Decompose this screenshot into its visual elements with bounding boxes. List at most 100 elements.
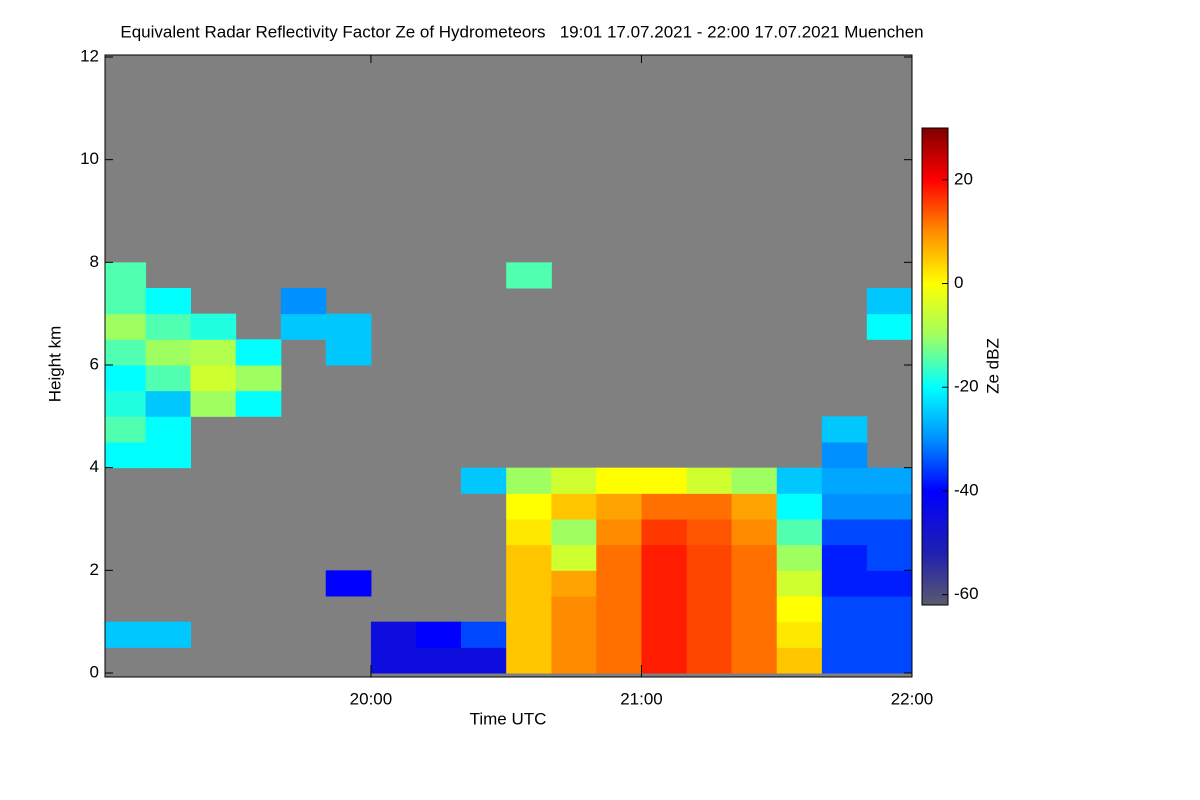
- colorbar-strip: [922, 143, 948, 145]
- colorbar-strip: [922, 559, 948, 561]
- heatmap-cell: [370, 647, 417, 674]
- colorbar-strip: [922, 255, 948, 257]
- colorbar-strip: [922, 198, 948, 200]
- colorbar-strip: [922, 204, 948, 206]
- colorbar-strip: [922, 520, 948, 522]
- heatmap-cell: [551, 544, 597, 571]
- colorbar-strip: [922, 468, 948, 470]
- colorbar-strip: [922, 410, 948, 412]
- colorbar-strip: [922, 270, 948, 272]
- colorbar-strip: [922, 248, 948, 250]
- colorbar-strip: [922, 169, 948, 171]
- colorbar-strip: [922, 298, 948, 300]
- heatmap-cell: [596, 519, 642, 546]
- colorbar-strip: [922, 194, 948, 196]
- heatmap-cell: [596, 621, 642, 648]
- colorbar-strip: [922, 289, 948, 291]
- colorbar-strip: [922, 332, 948, 334]
- heatmap-cell: [596, 467, 642, 494]
- colorbar-strip: [922, 258, 948, 260]
- heatmap-cell: [641, 647, 688, 674]
- colorbar-strip: [922, 460, 948, 462]
- colorbar-strip: [922, 236, 948, 238]
- colorbar-strip: [922, 296, 948, 298]
- colorbar-strip: [922, 596, 948, 598]
- colorbar-strip: [922, 565, 948, 567]
- colorbar-strip: [922, 580, 948, 582]
- colorbar-strip: [922, 505, 948, 507]
- colorbar-strip: [922, 453, 948, 455]
- colorbar-strip: [922, 141, 948, 143]
- colorbar-strip: [922, 189, 948, 191]
- colorbar-strip: [922, 448, 948, 450]
- y-tick-label: 4: [90, 457, 99, 476]
- colorbar-strip: [922, 245, 948, 247]
- colorbar-strip: [922, 392, 948, 394]
- heatmap-cell: [596, 544, 642, 571]
- heatmap-cell: [145, 288, 191, 315]
- colorbar-strip: [922, 543, 948, 545]
- colorbar-strip: [922, 535, 948, 537]
- colorbar-strip: [922, 359, 948, 361]
- colorbar-strip: [922, 268, 948, 270]
- colorbar-strip: [922, 192, 948, 194]
- heatmap-cell: [145, 365, 191, 392]
- heatmap-cell: [551, 570, 597, 597]
- heatmap-cell: [105, 621, 147, 648]
- colorbar-strip: [922, 344, 948, 346]
- colorbar-strip: [922, 498, 948, 500]
- colorbar-strip: [922, 177, 948, 179]
- colorbar-strip: [922, 246, 948, 248]
- colorbar-strip: [922, 250, 948, 252]
- colorbar-strip: [922, 306, 948, 308]
- colorbar-strip: [922, 450, 948, 452]
- colorbar-strip: [922, 155, 948, 157]
- heatmap-cell: [686, 596, 733, 623]
- colorbar-strip: [922, 312, 948, 314]
- colorbar-strip: [922, 398, 948, 400]
- colorbar-strip: [922, 190, 948, 192]
- colorbar-strip: [922, 598, 948, 600]
- colorbar-strip: [922, 140, 948, 142]
- heatmap-cell: [280, 288, 327, 315]
- colorbar-strip: [922, 429, 948, 431]
- colorbar-strip: [922, 587, 948, 589]
- colorbar-strip: [922, 307, 948, 309]
- colorbar-strip: [922, 130, 948, 132]
- colorbar-strip: [922, 239, 948, 241]
- heatmap-cell: [551, 647, 597, 674]
- x-tick-label: 21:00: [620, 689, 663, 708]
- colorbar-strip: [922, 201, 948, 203]
- colorbar-strip: [922, 168, 948, 170]
- heatmap-cell: [105, 339, 147, 366]
- colorbar-strip: [922, 369, 948, 371]
- colorbar-strip: [922, 346, 948, 348]
- heatmap-cell: [866, 596, 913, 623]
- colorbar-strip: [922, 401, 948, 403]
- colorbar-strip: [922, 586, 948, 588]
- colorbar-strip: [922, 339, 948, 341]
- heatmap-cell: [596, 596, 642, 623]
- colorbar-strip: [922, 217, 948, 219]
- colorbar-strip: [922, 302, 948, 304]
- colorbar-strip: [922, 557, 948, 559]
- heatmap-cell: [821, 570, 868, 597]
- colorbar-strip: [922, 530, 948, 532]
- colorbar-strip: [922, 128, 948, 130]
- heatmap-cell: [235, 365, 282, 392]
- heatmap-cell: [866, 647, 913, 674]
- colorbar-strip: [922, 347, 948, 349]
- colorbar-strip: [922, 317, 948, 319]
- colorbar-strip: [922, 225, 948, 227]
- colorbar-strip: [922, 496, 948, 498]
- colorbar-strip: [922, 300, 948, 302]
- colorbar-strip: [922, 409, 948, 411]
- colorbar-strip: [922, 223, 948, 225]
- colorbar-strip: [922, 394, 948, 396]
- colorbar-strip: [922, 540, 948, 542]
- colorbar-strip: [922, 388, 948, 390]
- colorbar-strip: [922, 390, 948, 392]
- colorbar-strip: [922, 601, 948, 603]
- colorbar-strip: [922, 552, 948, 554]
- colorbar-strip: [922, 475, 948, 477]
